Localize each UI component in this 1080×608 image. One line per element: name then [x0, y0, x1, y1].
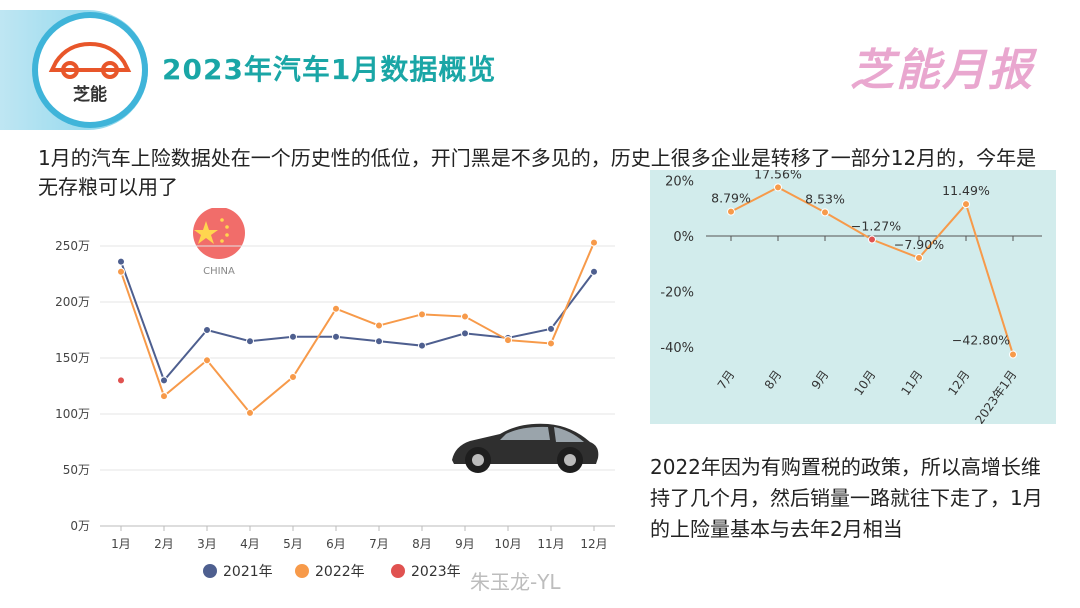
data-point	[590, 238, 598, 247]
data-point	[375, 321, 383, 330]
data-point	[774, 183, 782, 192]
legend: 2021年 2022年 2023年	[203, 564, 461, 580]
x-tick-label: 10月	[851, 368, 878, 398]
y-tick-label: 150万	[55, 351, 90, 365]
legend-label: 2022年	[315, 564, 365, 580]
x-tick-label: 4月	[240, 537, 260, 551]
data-label: −42.80%	[952, 333, 1010, 348]
y-tick-label: 50万	[63, 463, 90, 477]
y-tick-label: 250万	[55, 239, 90, 253]
logo-text: 芝能	[73, 85, 107, 105]
yoy-growth-chart: 20% 0% -20% -40% 7月 8月 9月 10月 11月 12月 2023年1月 8.7…	[660, 170, 1042, 424]
x-tick-label: 12月	[945, 368, 972, 398]
y-tick-label: -40%	[660, 341, 694, 356]
policy-note: 2022年因为有购置税的政策，所以高增长维持了几个月，然后销量一路就往下走了，1…	[650, 455, 1043, 541]
data-point	[915, 253, 923, 262]
data-point	[117, 376, 125, 385]
data-point	[868, 235, 876, 244]
y-tick-label: 100万	[55, 407, 90, 421]
x-tick-label: 7月	[369, 537, 389, 551]
data-point	[590, 267, 598, 276]
x-tick-label: 9月	[455, 537, 475, 551]
data-label: 8.53%	[805, 191, 845, 206]
flag-label: CHINA	[203, 266, 235, 277]
x-tick-label: 6月	[326, 537, 346, 551]
y-tick-label: 20%	[665, 175, 694, 190]
data-point	[203, 356, 211, 365]
watermark: 朱玉龙-YL	[470, 570, 561, 594]
legend-marker	[203, 564, 217, 578]
data-label: 8.79%	[711, 191, 751, 206]
data-point	[547, 324, 555, 333]
logo: 芝能	[38, 18, 142, 122]
x-tick-label: 3月	[197, 537, 217, 551]
x-tick-label: 10月	[494, 537, 521, 551]
data-point	[461, 312, 469, 321]
intro-paragraph: 1月的汽车上险数据处在一个历史性的低位，开门黑是不多见的，历史上很多企业是转移了…	[38, 146, 1037, 199]
data-label: 11.49%	[942, 183, 990, 198]
data-label: −1.27%	[851, 219, 901, 234]
legend-marker	[391, 564, 405, 578]
x-tick-label: 11月	[898, 368, 925, 398]
growth-line	[730, 186, 1014, 355]
x-tick-label: 11月	[537, 537, 564, 551]
data-point	[821, 208, 829, 217]
y-tick-label: 200万	[55, 295, 90, 309]
x-tick-label: 9月	[809, 368, 832, 392]
car-icon	[452, 423, 599, 473]
data-point	[962, 200, 970, 209]
series-line-2022年	[120, 242, 595, 415]
brand-logo: 芝能月报	[850, 45, 1034, 96]
data-point	[289, 373, 297, 382]
x-tick-label: 2月	[154, 537, 174, 551]
x-tick-label: 8月	[412, 537, 432, 551]
data-point	[1009, 350, 1017, 359]
x-tick-label: 5月	[283, 537, 303, 551]
data-point	[160, 376, 168, 385]
china-flag-icon: CHINA	[193, 208, 245, 277]
legend-label: 2021年	[223, 564, 273, 580]
legend-marker	[295, 564, 309, 578]
data-point	[418, 341, 426, 350]
data-point	[246, 337, 254, 346]
data-point	[332, 304, 340, 313]
data-point	[727, 207, 735, 216]
x-tick-label: 2023年1月	[972, 368, 1019, 424]
data-point	[117, 267, 125, 276]
monthly-insurance-chart: CHINA 0万 50万 100万 150万 200万 250万 1月 2月 3月 4月 5月 6月…	[55, 208, 615, 580]
data-label: −7.90%	[894, 237, 944, 252]
x-tick-label: 1月	[111, 537, 131, 551]
x-tick-label: 12月	[580, 537, 607, 551]
x-tick-label: 8月	[762, 368, 785, 392]
data-point	[461, 329, 469, 338]
data-point	[375, 337, 383, 346]
data-point	[418, 310, 426, 319]
y-tick-label: 0%	[673, 230, 694, 245]
page-title: 2023年汽车1月数据概览	[162, 53, 497, 86]
growth-panel	[650, 170, 1056, 424]
x-tick-label: 7月	[715, 368, 738, 392]
y-tick-label: 0万	[70, 519, 90, 533]
data-point	[289, 332, 297, 341]
data-label: 17.56%	[754, 170, 802, 181]
series-line-2021年	[120, 261, 595, 383]
data-point	[504, 336, 512, 345]
data-point	[160, 392, 168, 401]
data-point	[547, 339, 555, 348]
data-point	[246, 408, 254, 417]
legend-label: 2023年	[411, 564, 461, 580]
data-point	[332, 332, 340, 341]
data-point	[203, 326, 211, 334]
y-tick-label: -20%	[660, 285, 694, 300]
car-logo-icon	[48, 41, 132, 79]
data-point	[117, 257, 125, 266]
